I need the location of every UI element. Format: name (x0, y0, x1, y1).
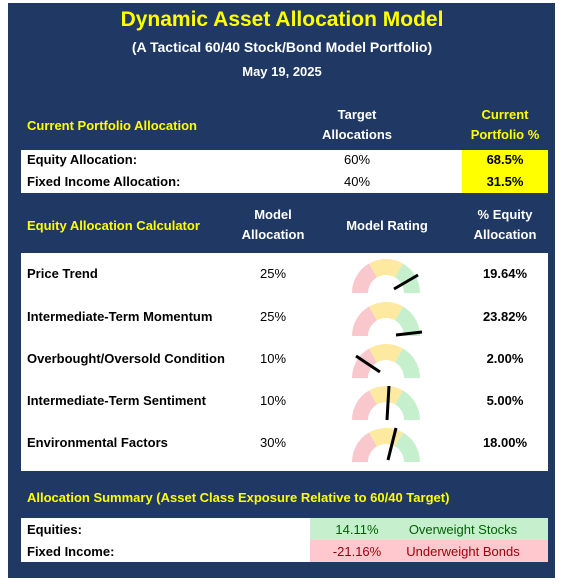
equity-value: 19.64% (482, 266, 528, 281)
current-value: 68.5% (486, 152, 524, 167)
row-label: Fixed Income: (27, 544, 115, 559)
column-heading: Target Allocations (321, 107, 393, 142)
exposure-note: Overweight Stocks (408, 522, 518, 537)
column-heading: Model Rating (346, 218, 428, 233)
section-heading: Allocation Summary (Asset Class Exposure… (27, 490, 450, 505)
column-heading: Current Portfolio % (470, 107, 540, 142)
row-label: Equities: (27, 522, 82, 537)
title: Dynamic Asset Allocation Model (120, 8, 444, 31)
allocation-value: 25% (259, 266, 287, 281)
gauge (352, 427, 420, 462)
row-label: Environmental Factors (27, 435, 168, 450)
gauge (352, 385, 420, 421)
allocation-value: 10% (259, 393, 287, 408)
exposure-note: Underweight Bonds (406, 544, 520, 559)
positive-cell (310, 518, 548, 540)
allocation-table (21, 150, 548, 193)
row-label: Price Trend (27, 266, 98, 281)
gauge (352, 344, 420, 378)
row-label: Intermediate-Term Sentiment (27, 393, 206, 408)
equity-value: 18.00% (482, 435, 528, 450)
target-value: 60% (343, 152, 371, 167)
column-heading: Model Allocation (241, 207, 305, 242)
highlight-cell (462, 150, 548, 193)
gauge (352, 302, 423, 337)
exposure-value: -21.16% (332, 544, 382, 559)
calculator-table (21, 253, 548, 471)
current-value: 31.5% (486, 174, 524, 189)
row-label: Overbought/Oversold Condition (27, 351, 225, 366)
column-heading: % Equity Allocation (473, 207, 537, 242)
row-label: Fixed Income Allocation: (27, 174, 181, 189)
row-label: Intermediate-Term Momentum (27, 309, 213, 324)
subtitle: (A Tactical 60/40 Stock/Bond Model Portf… (131, 39, 433, 55)
section-heading: Equity Allocation Calculator (27, 218, 200, 233)
equity-value: 5.00% (486, 393, 524, 408)
date: May 19, 2025 (242, 64, 322, 79)
allocation-value: 10% (259, 351, 287, 366)
section-heading: Current Portfolio Allocation (27, 118, 197, 133)
gauge (352, 259, 420, 293)
allocation-value: 25% (259, 309, 287, 324)
target-value: 40% (343, 174, 371, 189)
equity-value: 2.00% (486, 351, 524, 366)
exposure-value: 14.11% (335, 522, 379, 537)
row-label: Equity Allocation: (27, 152, 138, 167)
allocation-value: 30% (259, 435, 287, 450)
equity-value: 23.82% (482, 309, 528, 324)
negative-cell (310, 540, 548, 562)
